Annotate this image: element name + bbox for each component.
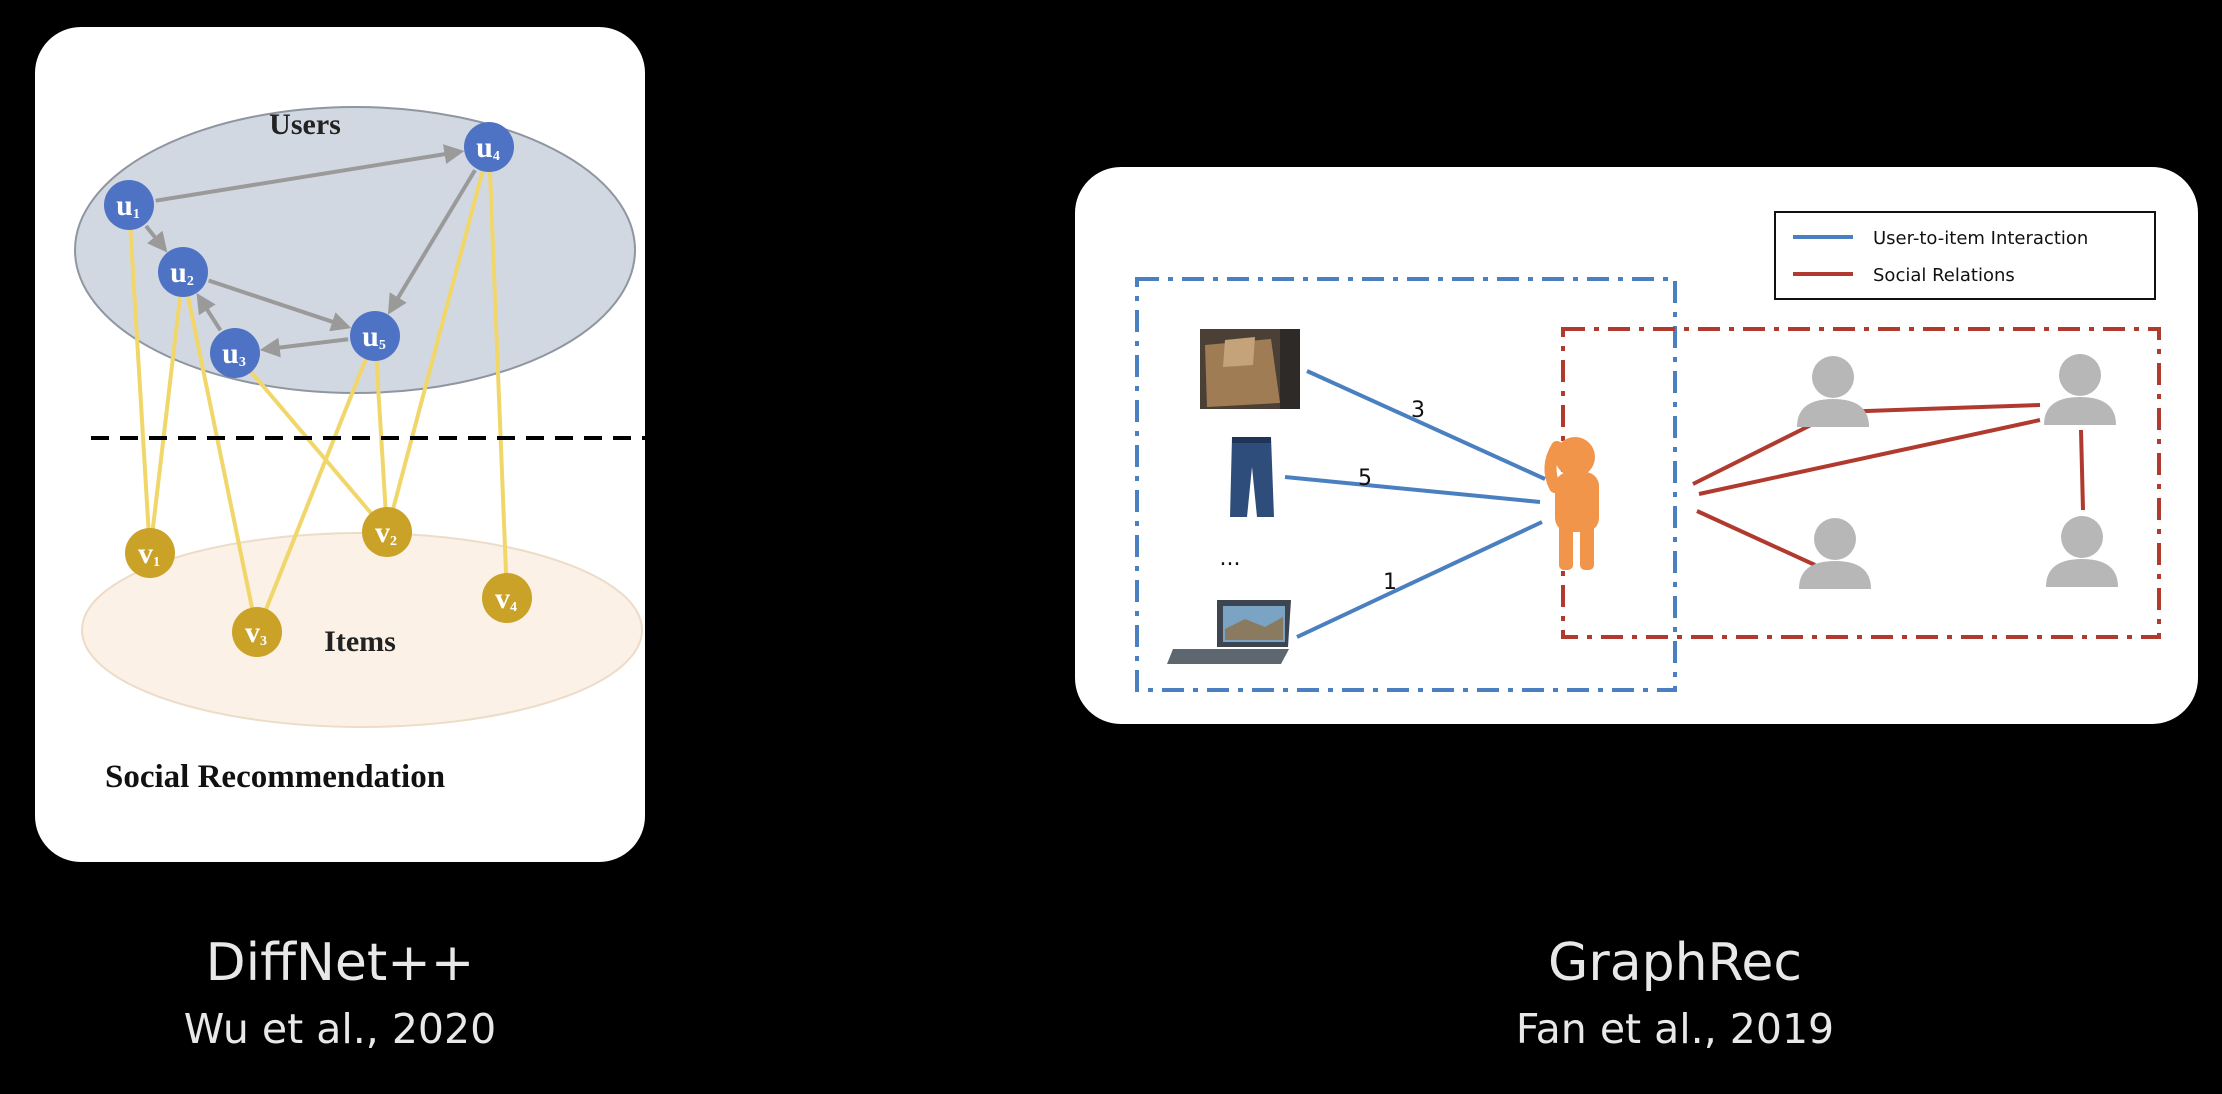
friend-icon-a (1797, 356, 1869, 427)
friend-icon-c (1799, 518, 1871, 589)
social-edge-u4-u5 (387, 169, 477, 315)
diffnet-citation: Wu et al., 2020 (183, 1005, 497, 1053)
edge-friend-a-b (1837, 403, 2041, 414)
node-v2: v2 (362, 507, 412, 557)
graphrec-citation: Fan et al., 2019 (1515, 1005, 1835, 1053)
node-u2: u2 (158, 247, 208, 297)
node-v4: v4 (482, 573, 532, 623)
items-group-box (1135, 277, 1677, 692)
interaction-edges (1284, 369, 1546, 639)
node-u4: u4 (464, 122, 514, 172)
item-nodes: v1 v2 v3 v4 (125, 507, 532, 657)
interaction-edge-u3-v2 (233, 351, 389, 534)
rating-label-5: 5 (1358, 466, 1372, 491)
rating-label-1: 1 (1383, 570, 1397, 595)
figure-caption-text: Social Recommendation (105, 759, 445, 795)
social-edge-u1-u4 (155, 144, 465, 203)
edge-bag-user (1306, 369, 1546, 481)
edge-jeans-user (1284, 475, 1541, 504)
edge-user-friend-b (1698, 418, 2041, 496)
node-v3: v3 (232, 607, 282, 657)
edge-user-friend-c (1696, 509, 1816, 567)
social-edge-u1-u2 (144, 224, 168, 253)
diffnet-figure-panel: u1 u2 u3 u4 u5 v1 v2 v3 v4 Users Items Social R… (35, 27, 645, 862)
jeans-icon (1230, 437, 1274, 517)
interaction-edge-u2-v3 (181, 271, 259, 633)
rating-label-3: 3 (1411, 398, 1425, 423)
social-edge-u5-u3 (259, 337, 349, 358)
interaction-edge-u1-v1 (127, 204, 152, 554)
edge-laptop-user (1296, 520, 1543, 639)
interaction-edge-u5-v3 (255, 335, 377, 633)
node-u3: u3 (210, 328, 260, 378)
target-user-icon (1544, 437, 1599, 570)
friend-icon-d (2046, 516, 2118, 587)
interaction-edges (127, 146, 509, 633)
node-v1: v1 (125, 528, 175, 578)
legend-interaction-label: User-to-item Interaction (1873, 228, 2088, 249)
items-label: Items (324, 625, 396, 658)
legend: User-to-item Interaction Social Relation… (1774, 211, 2156, 300)
social-edge-u2-u5 (207, 278, 352, 332)
friend-icon-b (2044, 354, 2116, 425)
graphrec-title: GraphRec (1548, 933, 1802, 993)
interaction-edge-u4-v4 (487, 146, 509, 599)
bag-icon (1200, 329, 1300, 409)
edge-friend-b-d (2079, 429, 2085, 511)
graphrec-diagram: User-to-item Interaction Social Relation… (1135, 211, 2161, 692)
diffnet-title: DiffNet++ (205, 933, 475, 993)
node-u1: u1 (104, 180, 154, 230)
legend-social-label: Social Relations (1873, 265, 2015, 286)
laptop-icon (1167, 600, 1291, 664)
items-ellipsis: ... (1220, 546, 1241, 571)
users-label: Users (269, 108, 341, 141)
graphrec-figure-panel: User-to-item Interaction Social Relation… (1075, 167, 2198, 724)
interaction-edge-u5-v2 (373, 335, 389, 533)
node-u5: u5 (350, 311, 400, 361)
interaction-edge-u2-v1 (148, 271, 185, 554)
social-edges (1692, 403, 2085, 567)
social-edge-u3-u2 (196, 293, 223, 332)
social-edges (144, 144, 477, 358)
interaction-edge-u4-v2 (385, 146, 491, 533)
